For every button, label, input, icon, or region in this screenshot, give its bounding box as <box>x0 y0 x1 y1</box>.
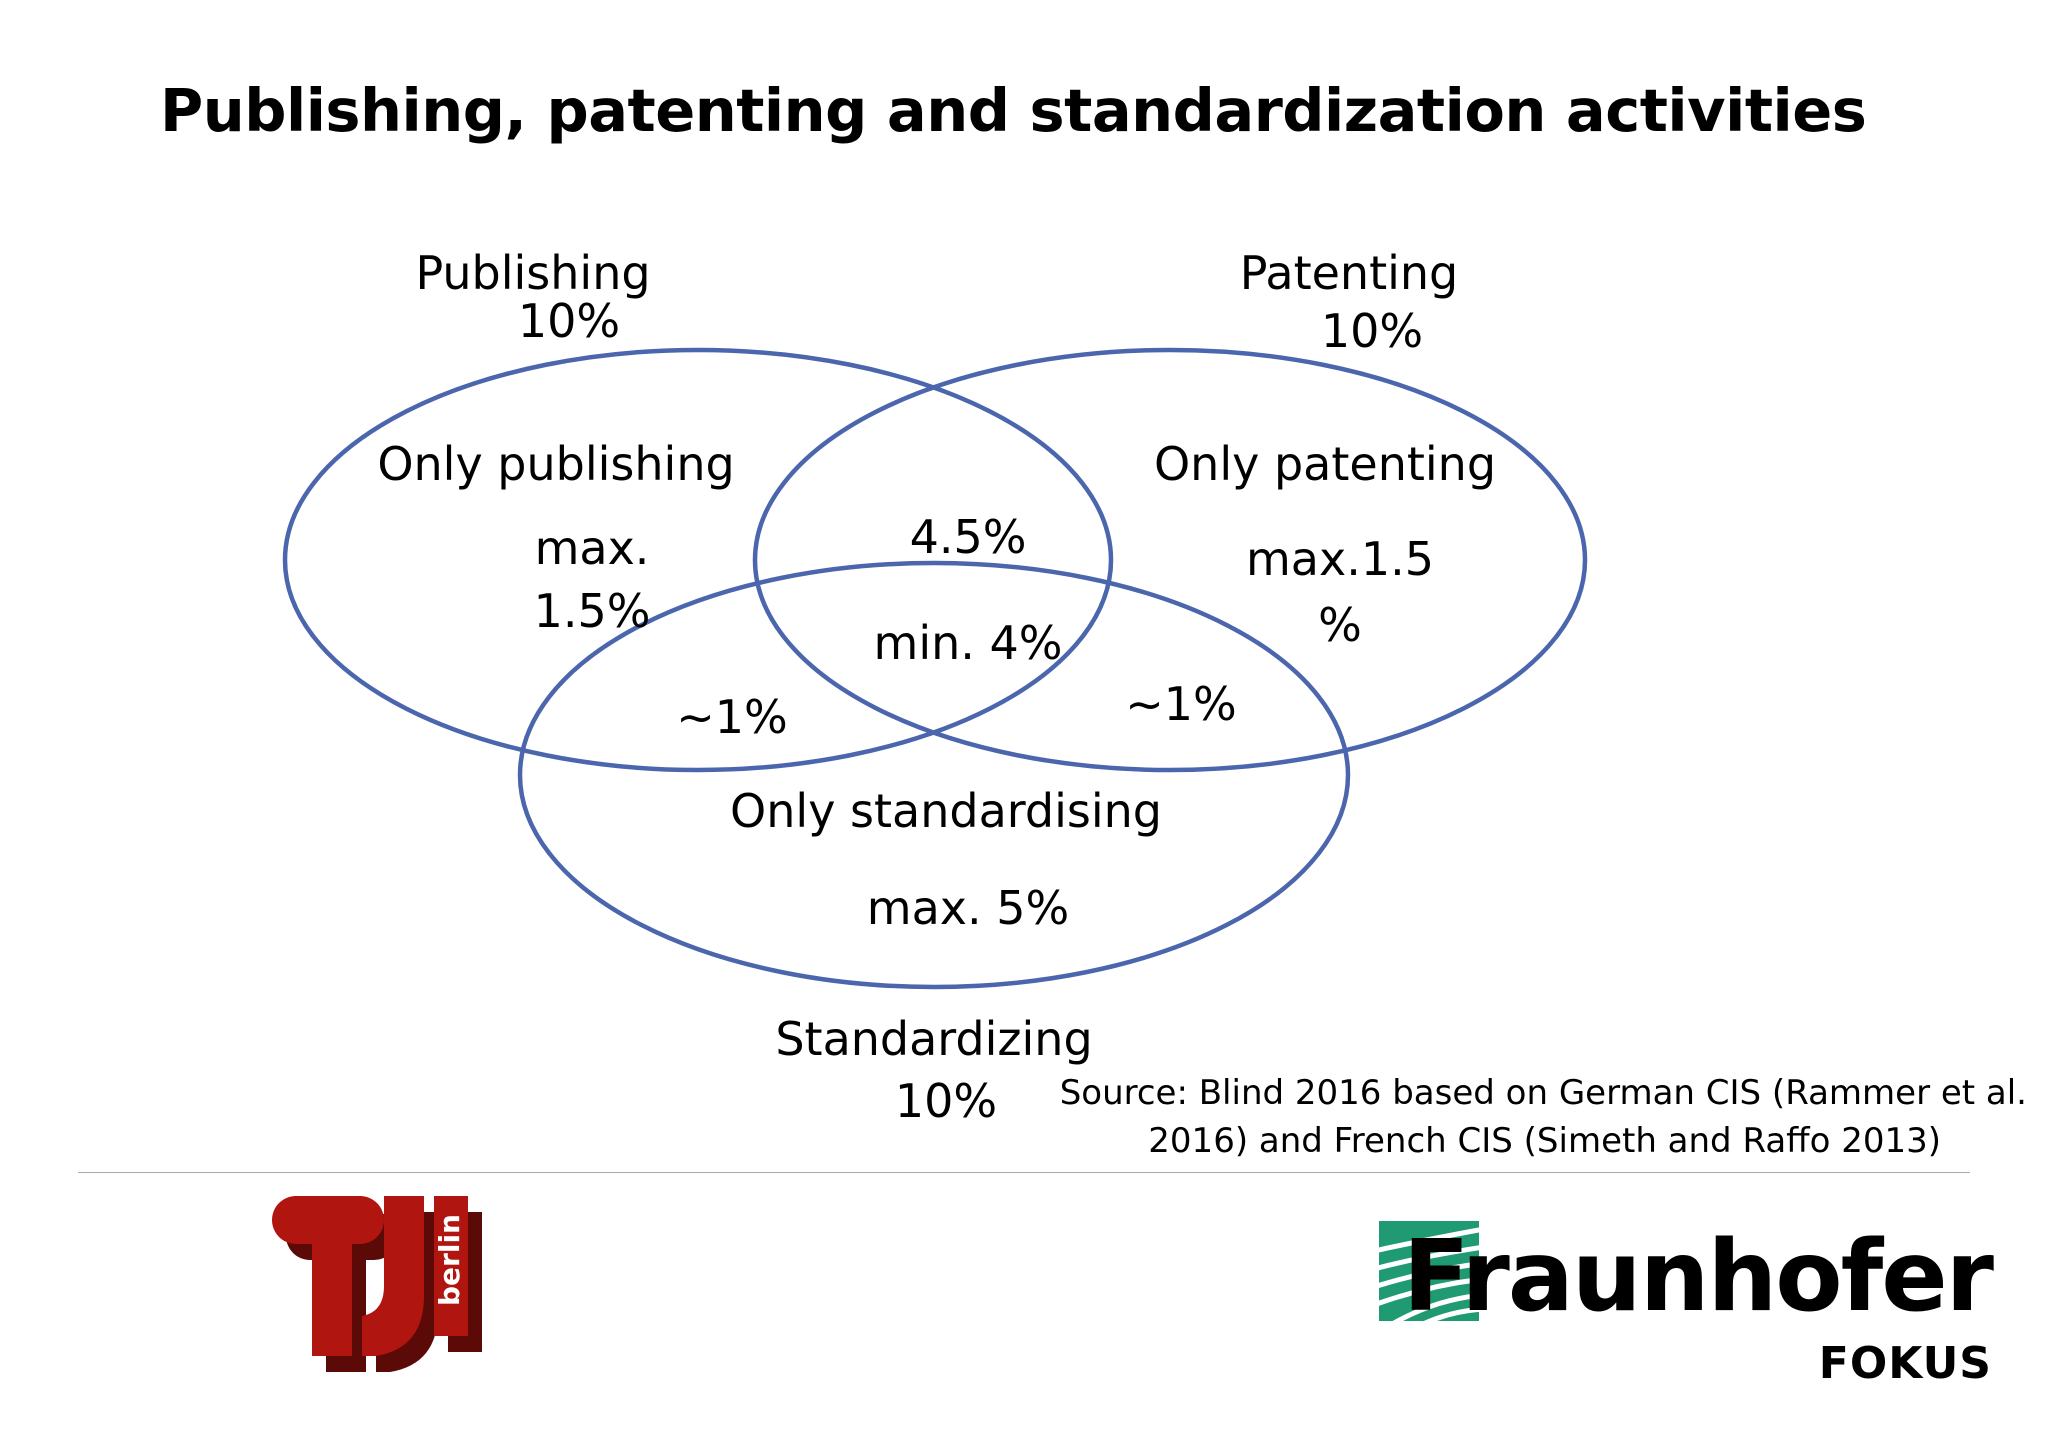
publishing-set-label: Publishing <box>415 244 650 304</box>
tu-berlin-logo: berlin <box>272 1196 482 1372</box>
fraunhofer-mark <box>1379 1221 1479 1321</box>
source-line-1: Source: Blind 2016 based on German CIS (… <box>1059 1073 2027 1113</box>
publishing-set-value: 10% <box>517 294 621 348</box>
only-standardising-value: max. 5% <box>866 881 1070 935</box>
patenting-set-value: 10% <box>1320 304 1424 358</box>
only-patenting-value-line1: max.1.5 <box>1246 532 1434 586</box>
tu-front-shape <box>272 1196 468 1356</box>
only-standardising-label: Only standardising <box>730 784 1162 838</box>
only-publishing-label: Only publishing <box>377 437 735 491</box>
publishing-set-name: Publishing <box>415 246 651 300</box>
all-three-value: min. 4% <box>873 616 1063 670</box>
slide-title: Publishing, patenting and standardizatio… <box>160 76 1867 145</box>
publishing-standardizing-value: ~1% <box>676 690 788 744</box>
publishing-patenting-value: 4.5% <box>909 510 1027 564</box>
standardizing-circle <box>517 560 1351 990</box>
source-note: Source: Blind 2016 based on German CIS (… <box>1027 1070 2027 1165</box>
patenting-circle <box>752 347 1588 773</box>
only-patenting-label: Only patenting <box>1153 437 1497 491</box>
standardizing-set-value: 10% <box>894 1074 998 1128</box>
fokus-logo-text: FOKUS <box>1818 1338 1992 1389</box>
source-line-2: 2016) and French CIS (Simeth and Raffo 2… <box>1148 1120 1941 1161</box>
patenting-standardizing-value: ~1% <box>1125 677 1237 731</box>
tu-berlin-text: berlin <box>433 1214 466 1306</box>
standardizing-set-label: Standardizing <box>775 1010 1092 1070</box>
only-publishing-value-line1: max. <box>534 521 650 575</box>
patenting-set-name: Patenting <box>1239 246 1459 300</box>
only-patenting-value-line2: % <box>1318 598 1362 652</box>
publishing-circle <box>282 347 1114 773</box>
patenting-set-label: Patenting <box>1240 244 1459 304</box>
standardizing-set-name: Standardizing <box>775 1012 1093 1066</box>
only-publishing-value-line2: 1.5% <box>533 584 651 638</box>
fraunhofer-logo-text: Fraunhofer <box>1402 1220 1994 1334</box>
footer-divider <box>78 1172 1970 1173</box>
